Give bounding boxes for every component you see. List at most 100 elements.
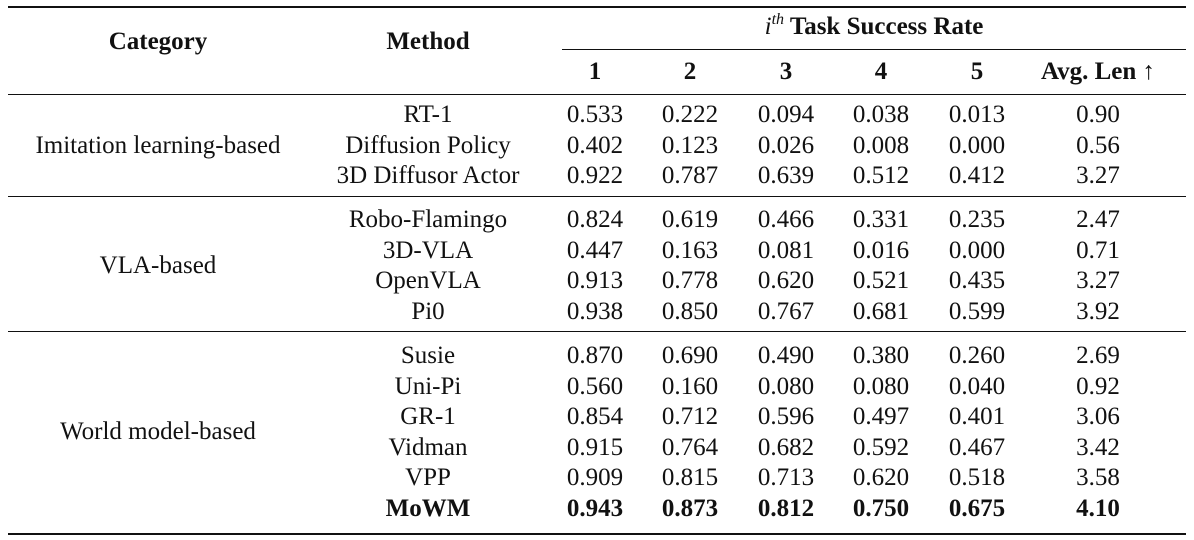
value-cell: 0.599	[948, 297, 1006, 325]
value-cell: 2.69	[1076, 342, 1120, 369]
value-cell: 0.163	[661, 236, 719, 264]
value-cell: 0.401	[948, 403, 1006, 430]
method-header: Method	[386, 28, 470, 55]
value-cell: 3.27	[1076, 267, 1120, 294]
value-cell: 0.592	[852, 433, 910, 461]
table-rule	[8, 533, 1186, 535]
value-cell: 0.713	[757, 464, 815, 491]
value-cell: 0.447	[566, 236, 624, 264]
value-cell: 0.000	[948, 236, 1006, 264]
method-name: 3D-VLA	[382, 236, 474, 264]
value-cell: 0.013	[948, 101, 1006, 128]
value-cell: 3.58	[1076, 464, 1120, 491]
column-header: 2	[683, 58, 697, 85]
value-cell: 0.466	[757, 206, 815, 233]
value-cell: 0.815	[661, 464, 719, 491]
table-rule	[8, 6, 1186, 8]
value-cell: 0.596	[757, 403, 815, 430]
method-name: GR-1	[400, 403, 456, 430]
method-name: Uni-Pi	[394, 372, 462, 400]
value-cell: 0.787	[661, 162, 719, 189]
method-name: Pi0	[411, 297, 445, 325]
table-rule	[8, 196, 1186, 197]
value-cell: 0.71	[1076, 236, 1120, 264]
value-cell: 0.639	[757, 162, 815, 189]
value-cell: 0.943	[566, 494, 624, 522]
value-cell: 0.412	[948, 162, 1006, 189]
method-name: Vidman	[388, 433, 468, 461]
column-header: 4	[874, 58, 888, 85]
value-cell: 0.235	[948, 206, 1006, 233]
value-cell: 0.222	[661, 101, 719, 128]
method-name: Susie	[400, 342, 456, 369]
value-cell: 0.938	[566, 297, 624, 325]
table-rule	[8, 331, 1186, 332]
value-cell: 0.870	[566, 342, 624, 369]
value-cell: 0.016	[852, 236, 910, 264]
value-cell: 0.913	[566, 267, 624, 294]
value-cell: 0.854	[566, 403, 624, 430]
value-cell: 0.080	[757, 372, 815, 400]
value-cell: 0.681	[852, 297, 910, 325]
method-name: RT-1	[403, 101, 453, 128]
value-cell: 0.750	[852, 494, 910, 522]
value-cell: 0.850	[661, 297, 719, 325]
value-cell: 0.92	[1076, 372, 1120, 400]
value-cell: 0.90	[1076, 101, 1120, 128]
value-cell: 0.402	[566, 131, 624, 159]
group-prefix: i	[764, 13, 772, 40]
value-cell: 0.040	[948, 372, 1006, 400]
category-label: World model-based	[60, 418, 256, 446]
value-cell: 2.47	[1076, 206, 1120, 233]
column-header: 5	[970, 58, 984, 85]
method-name: MoWM	[385, 494, 471, 522]
value-cell: 0.675	[948, 494, 1006, 522]
value-cell: 0.533	[566, 101, 624, 128]
value-cell: 0.467	[948, 433, 1006, 461]
value-cell: 3.06	[1076, 403, 1120, 430]
value-cell: 0.000	[948, 131, 1006, 159]
value-cell: 0.915	[566, 433, 624, 461]
value-cell: 0.080	[852, 372, 910, 400]
value-cell: 0.560	[566, 372, 624, 400]
value-cell: 0.619	[661, 206, 719, 233]
value-cell: 0.008	[852, 131, 910, 159]
group-title: Task Success Rate	[789, 13, 984, 40]
value-cell: 0.56	[1076, 131, 1120, 159]
table-rule	[562, 49, 1186, 50]
method-name: OpenVLA	[375, 267, 481, 294]
value-cell: 0.497	[852, 403, 910, 430]
method-name: Robo-Flamingo	[348, 206, 508, 233]
value-cell: 0.922	[566, 162, 624, 189]
value-cell: 0.909	[566, 464, 624, 491]
value-cell: 4.10	[1076, 494, 1120, 522]
category-label: VLA-based	[99, 251, 217, 279]
value-cell: 3.27	[1076, 162, 1120, 189]
column-header: Avg. Len ↑	[1040, 58, 1156, 85]
value-cell: 0.712	[661, 403, 719, 430]
value-cell: 0.824	[566, 206, 624, 233]
value-cell: 0.380	[852, 342, 910, 369]
value-cell: 0.081	[757, 236, 815, 264]
group-superscript: th	[771, 11, 785, 28]
category-header: Category	[108, 28, 208, 55]
category-label: Imitation learning-based	[35, 131, 281, 159]
column-header: 3	[779, 58, 793, 85]
value-cell: 0.518	[948, 464, 1006, 491]
method-name: 3D Diffusor Actor	[336, 162, 520, 189]
value-cell: 0.620	[757, 267, 815, 294]
value-cell: 0.123	[661, 131, 719, 159]
value-cell: 0.490	[757, 342, 815, 369]
method-name: Diffusion Policy	[345, 131, 511, 159]
value-cell: 0.094	[757, 101, 815, 128]
value-cell: 0.512	[852, 162, 910, 189]
value-cell: 0.764	[661, 433, 719, 461]
task-success-rate-header: ith Task Success Rate	[562, 11, 1186, 45]
column-header: 1	[588, 58, 602, 85]
value-cell: 0.038	[852, 101, 910, 128]
value-cell: 0.682	[757, 433, 815, 461]
table-rule	[8, 94, 1186, 95]
value-cell: 0.260	[948, 342, 1006, 369]
value-cell: 0.767	[757, 297, 815, 325]
value-cell: 0.435	[948, 267, 1006, 294]
